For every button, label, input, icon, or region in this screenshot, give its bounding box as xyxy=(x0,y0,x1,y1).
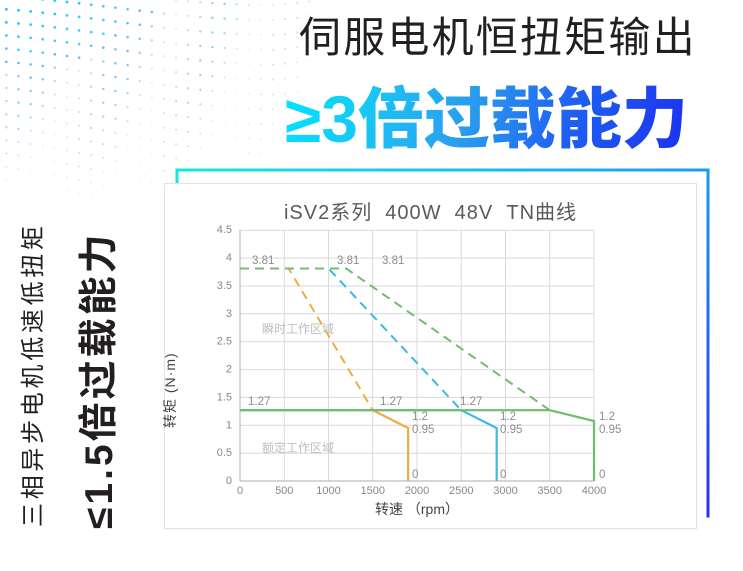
svg-text:3500: 3500 xyxy=(538,485,562,497)
svg-text:0: 0 xyxy=(599,469,605,481)
svg-text:1: 1 xyxy=(226,419,232,431)
svg-text:0.95: 0.95 xyxy=(500,424,522,436)
svg-text:1.27: 1.27 xyxy=(248,396,270,408)
svg-text:1.27: 1.27 xyxy=(380,396,402,408)
svg-text:2: 2 xyxy=(226,364,232,376)
svg-text:0: 0 xyxy=(226,475,232,487)
svg-text:转速 （rpm）: 转速 （rpm） xyxy=(375,501,459,517)
svg-text:1.5: 1.5 xyxy=(217,391,232,403)
svg-text:额定工作区域: 额定工作区域 xyxy=(262,440,334,455)
svg-text:4: 4 xyxy=(226,252,232,264)
svg-text:500: 500 xyxy=(275,485,293,497)
svg-text:瞬时工作区域: 瞬时工作区域 xyxy=(262,322,334,336)
svg-text:2500: 2500 xyxy=(449,485,473,497)
svg-text:0.95: 0.95 xyxy=(412,424,434,436)
svg-text:0: 0 xyxy=(237,485,243,497)
svg-text:3: 3 xyxy=(226,308,232,320)
svg-text:0: 0 xyxy=(412,469,418,481)
svg-text:3.81: 3.81 xyxy=(382,255,404,267)
svg-text:4.5: 4.5 xyxy=(217,224,232,236)
svg-text:0.5: 0.5 xyxy=(217,447,232,459)
svg-text:4000: 4000 xyxy=(582,485,606,497)
svg-text:1.2: 1.2 xyxy=(500,411,516,423)
svg-text:1.2: 1.2 xyxy=(599,411,615,423)
svg-text:3.81: 3.81 xyxy=(337,255,359,267)
svg-text:2.5: 2.5 xyxy=(217,336,232,348)
svg-text:0.95: 0.95 xyxy=(599,424,621,436)
svg-text:2000: 2000 xyxy=(405,485,429,497)
svg-text:0: 0 xyxy=(500,469,506,481)
svg-text:3000: 3000 xyxy=(493,485,517,497)
svg-text:3.5: 3.5 xyxy=(217,280,232,292)
svg-text:3.81: 3.81 xyxy=(252,255,274,267)
svg-text:1.2: 1.2 xyxy=(412,411,428,423)
svg-text:1500: 1500 xyxy=(361,485,385,497)
svg-text:1000: 1000 xyxy=(316,485,340,497)
svg-text:1.27: 1.27 xyxy=(460,396,482,408)
